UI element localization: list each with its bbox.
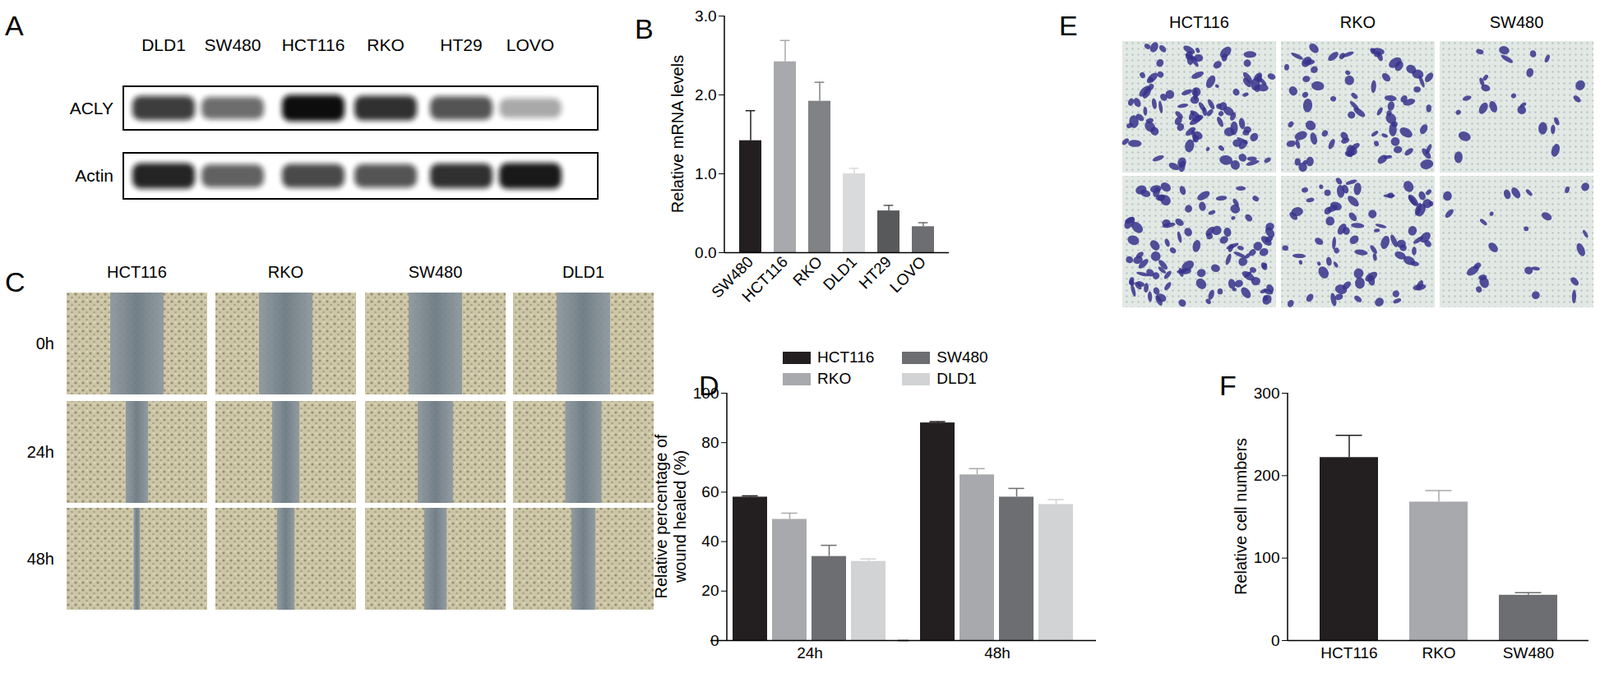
svg-text:DLD1: DLD1 [562,263,605,282]
svg-text:Relative cell numbers: Relative cell numbers [1231,438,1250,596]
svg-text:HT29: HT29 [439,35,482,55]
svg-text:100: 100 [693,384,720,403]
svg-text:300: 300 [1253,384,1281,403]
svg-text:ACLY: ACLY [69,98,114,118]
svg-text:48h: 48h [984,644,1011,662]
svg-text:DLD1: DLD1 [819,253,861,294]
svg-text:Relative percentage ofwound he: Relative percentage ofwound healed (%) [652,434,690,600]
svg-text:100: 100 [1253,549,1281,567]
svg-text:0.0: 0.0 [694,244,717,262]
svg-text:SW480: SW480 [1502,644,1554,662]
svg-text:0h: 0h [36,334,55,353]
svg-text:SW480: SW480 [204,35,262,55]
svg-text:40: 40 [701,532,719,551]
svg-text:RKO: RKO [268,263,304,282]
svg-text:LOVO: LOVO [886,253,930,296]
svg-text:24h: 24h [27,443,55,462]
svg-text:HCT116: HCT116 [282,35,346,55]
svg-text:LOVO: LOVO [506,35,555,55]
svg-text:60: 60 [701,483,719,501]
svg-text:48h: 48h [27,550,55,569]
svg-text:20: 20 [701,582,719,600]
svg-text:RKO: RKO [1340,13,1376,32]
svg-text:1.0: 1.0 [694,165,717,183]
svg-text:HCT116: HCT116 [106,263,167,282]
svg-text:200: 200 [1253,467,1281,485]
svg-text:24h: 24h [796,644,824,662]
svg-text:HCT116: HCT116 [1169,13,1230,32]
svg-text:HCT116: HCT116 [738,253,791,306]
svg-text:DLD1: DLD1 [141,35,186,55]
svg-text:RKO: RKO [1421,644,1456,662]
svg-text:SW480: SW480 [408,263,463,282]
svg-text:RKO: RKO [789,253,826,290]
svg-text:0: 0 [1271,632,1281,650]
svg-text:80: 80 [701,434,719,452]
svg-text:Actin: Actin [74,166,114,185]
svg-text:Relative mRNA levels: Relative mRNA levels [668,55,687,213]
svg-text:SW480: SW480 [1489,13,1545,32]
svg-text:RKO: RKO [366,35,405,55]
svg-text:2.0: 2.0 [694,86,717,104]
svg-text:HCT116: HCT116 [1320,644,1378,662]
svg-text:3.0: 3.0 [694,7,717,25]
